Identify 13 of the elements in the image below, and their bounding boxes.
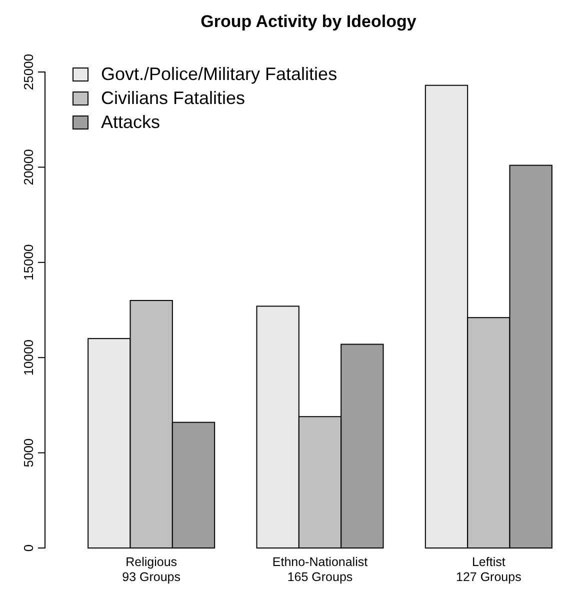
y-tick-label: 0 xyxy=(21,544,36,552)
legend-label: Govt./Police/Military Fatalities xyxy=(101,64,338,84)
y-tick-label: 5000 xyxy=(21,438,36,468)
y-tick-label: 20000 xyxy=(21,149,36,186)
x-tick-label: Leftist 127 Groups xyxy=(456,555,522,584)
chart-title: Group Activity by Ideology xyxy=(200,12,417,31)
legend-label: Attacks xyxy=(101,112,160,132)
legend-label: Civilians Fatalities xyxy=(101,88,246,108)
y-tick-label: 15000 xyxy=(21,244,36,280)
x-tick-label: Ethno-Nationalist 165 Groups xyxy=(272,555,368,584)
y-tick-label: 10000 xyxy=(21,340,36,376)
y-tick-label: 25000 xyxy=(21,54,36,90)
x-tick-label: Religious 93 Groups xyxy=(122,555,181,584)
